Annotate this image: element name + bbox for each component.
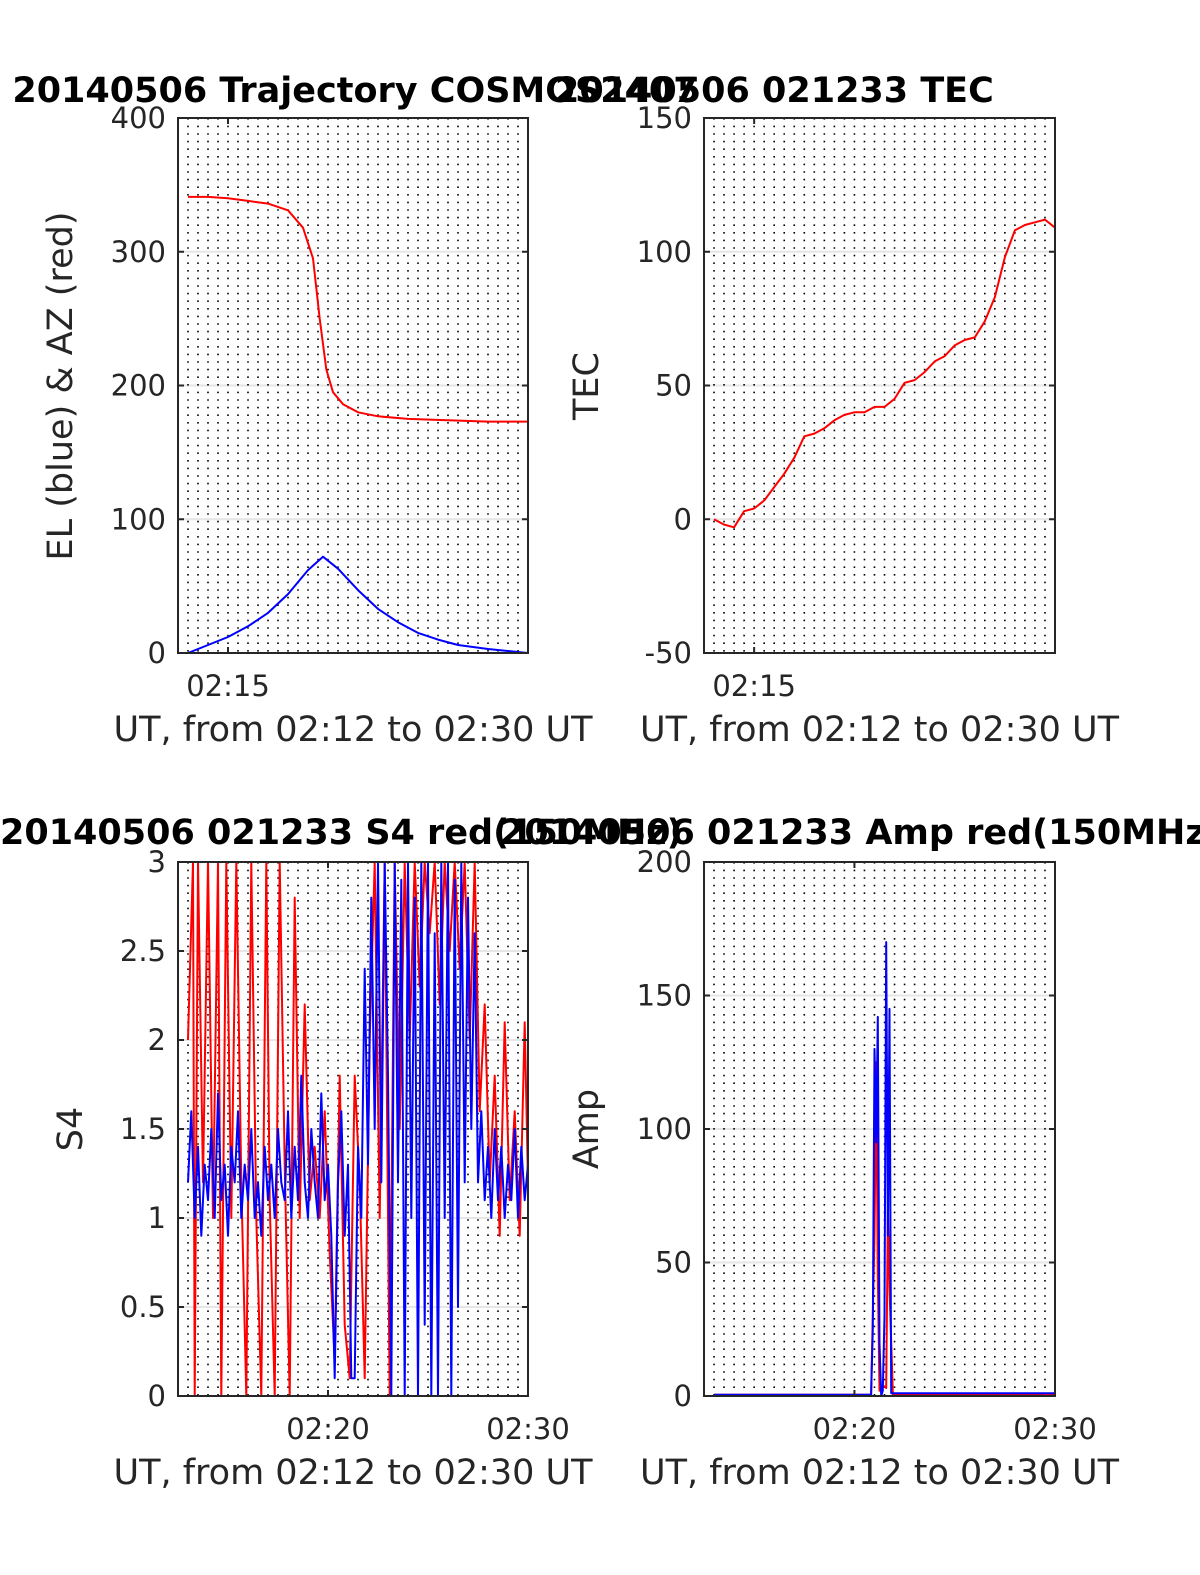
y-tick-label: 100 — [111, 502, 166, 536]
y-tick-label: 50 — [655, 369, 692, 403]
panel-amp: 0 50 100 150 200 02:20 02:30 UT, from 02:12 to … — [500, 813, 1200, 1493]
x-tick-label: 02:20 — [813, 1412, 897, 1446]
y-tick-label: 0.5 — [120, 1290, 166, 1324]
y-tick-label: 2.5 — [120, 934, 166, 968]
y-tick-label: 100 — [637, 235, 692, 269]
y-tick-label: 50 — [655, 1246, 692, 1280]
y-tick-label: 400 — [111, 101, 166, 135]
y-tick-label: 150 — [637, 979, 692, 1013]
panel-trajectory: 0 100 200 300 400 02:15 UT, from 02:12 to 02:3… — [12, 71, 697, 750]
y-tick-label: 200 — [111, 369, 166, 403]
y-tick-label: 0 — [148, 1379, 166, 1413]
x-axis-label: UT, from 02:12 to 02:30 UT — [640, 710, 1120, 750]
y-tick-label: 0 — [148, 636, 166, 670]
series-line-blue — [714, 941, 1055, 1396]
y-tick-label: 0 — [674, 502, 692, 536]
series-line-blue — [187, 862, 528, 1396]
x-axis-label: UT, from 02:12 to 02:30 UT — [640, 1453, 1120, 1493]
y-tick-label: 1 — [148, 1201, 166, 1235]
y-axis-label: EL (blue) & AZ (red) — [41, 212, 81, 561]
x-tick-label: 02:15 — [186, 669, 270, 703]
y-axis-label: S4 — [51, 1107, 91, 1152]
y-tick-label: 150 — [637, 101, 692, 135]
chart-title: 20140506 021233 TEC — [555, 71, 994, 111]
panel-tec: -50 0 50 100 150 02:15 UT, from 02:12 to 02:30… — [555, 71, 1120, 750]
chart-title: 20140506 Trajectory COSMOS2407 — [12, 71, 697, 111]
series-line-el — [187, 555, 528, 653]
y-tick-label: -50 — [645, 636, 692, 670]
series-line-az — [188, 195, 528, 423]
panel-s4: 0 0.5 1 1.5 2 2.5 3 02:20 02:30 UT, from 02:12 to… — [0, 813, 683, 1493]
y-tick-label: 1.5 — [120, 1112, 166, 1146]
x-tick-label: 02:15 — [712, 669, 796, 703]
chart-title: 20140506 021233 S4 red(150MHz) — [0, 813, 683, 853]
y-tick-label: 2 — [148, 1023, 166, 1057]
y-tick-label: 3 — [148, 845, 166, 879]
y-axis-label: TEC — [567, 352, 607, 421]
y-tick-label: 0 — [674, 1379, 692, 1413]
x-axis-label: UT, from 02:12 to 02:30 UT — [113, 710, 593, 750]
x-tick-label: 02:30 — [486, 1412, 570, 1446]
y-tick-label: 300 — [111, 235, 166, 269]
y-tick-label: 100 — [637, 1112, 692, 1146]
x-tick-label: 02:30 — [1013, 1412, 1097, 1446]
x-axis-label: UT, from 02:12 to 02:30 UT — [113, 1453, 593, 1493]
series-line-red — [187, 862, 528, 1396]
x-tick-label: 02:20 — [286, 1412, 370, 1446]
y-axis-label: Amp — [567, 1089, 607, 1169]
chart-title: 20140506 021233 Amp red(150MHz) — [500, 813, 1200, 853]
y-tick-label: 200 — [637, 845, 692, 879]
series-line-tec — [713, 218, 1055, 529]
